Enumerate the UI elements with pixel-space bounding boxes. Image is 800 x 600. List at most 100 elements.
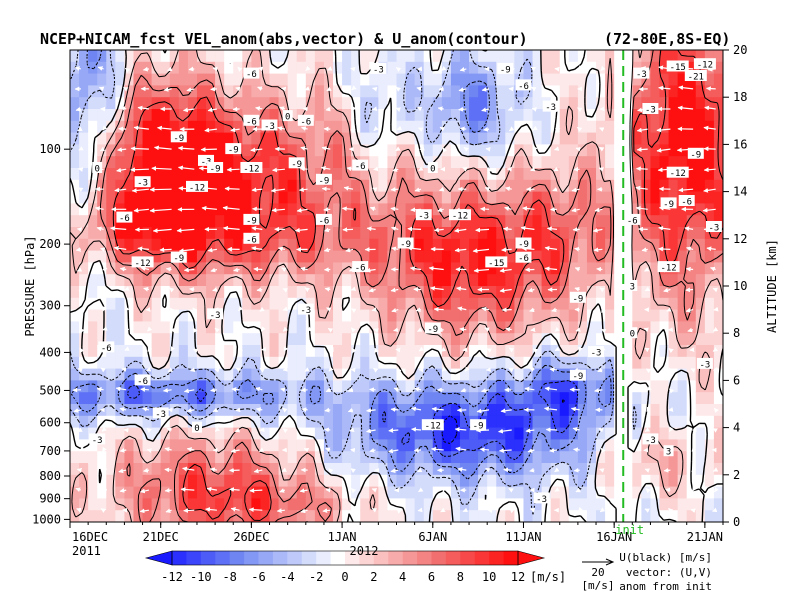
wind-vector [691, 486, 697, 492]
contour-label: -9 [427, 325, 438, 335]
heat-cell [605, 50, 615, 63]
heat-cell [124, 97, 135, 110]
heat-cell [215, 451, 225, 464]
heat-cell [70, 333, 80, 346]
heat-cell [333, 321, 343, 334]
heat-cell [532, 238, 543, 252]
wind-vector [177, 145, 195, 151]
heat-cell [378, 85, 389, 98]
heat-cell [142, 85, 153, 98]
heat-cell [586, 132, 597, 145]
heat-cell [505, 345, 515, 358]
heat-cell [478, 215, 488, 228]
colorbar-tick-label: 12 [511, 570, 525, 584]
heat-cell [559, 345, 570, 358]
heat-cell [387, 321, 398, 334]
heat-cell [342, 309, 352, 322]
heat-cell [124, 427, 135, 440]
heat-cell [115, 309, 126, 322]
heat-cell [650, 498, 661, 511]
wind-vector [300, 508, 308, 514]
heat-cell [532, 227, 543, 240]
heat-cell [287, 404, 298, 417]
heat-cell [614, 156, 624, 169]
heat-cell [142, 238, 153, 252]
heat-cell [505, 439, 515, 452]
wind-vector [459, 67, 467, 72]
heat-cell [133, 463, 144, 476]
heat-cell [387, 109, 398, 122]
heat-cell [469, 97, 479, 110]
heat-cell [623, 227, 633, 240]
wind-vector [74, 66, 82, 71]
heat-cell [586, 179, 597, 193]
contour-label: -9 [400, 240, 411, 250]
legend-notes: U(black) [m/s] vector: (U,V) anom from i… [619, 551, 712, 593]
heat-cell [423, 97, 434, 110]
wind-vector [73, 408, 82, 413]
heat-cell [677, 380, 688, 393]
heat-cell [70, 427, 80, 440]
heat-cell [278, 404, 289, 417]
heat-cell [396, 61, 407, 75]
wind-vector [351, 85, 357, 91]
heat-cell [160, 168, 171, 181]
contour-label-box [687, 147, 704, 159]
heat-cell [623, 85, 633, 98]
heat-cell [133, 227, 144, 240]
heat-cell [405, 392, 416, 405]
heat-cell [532, 427, 543, 440]
heat-cell [70, 309, 80, 322]
wind-vector [390, 287, 399, 293]
heat-cell [541, 227, 552, 240]
heat-cell [559, 215, 570, 228]
heat-cell [369, 203, 379, 216]
contour-label: 3 [666, 448, 671, 458]
wind-vector [118, 126, 127, 132]
heat-cell [586, 85, 597, 98]
wind-vector [690, 508, 696, 513]
heat-cell [713, 85, 723, 98]
heat-cell [532, 510, 543, 522]
heat-cell [632, 392, 642, 405]
heat-cell [206, 486, 216, 499]
heat-cell [196, 61, 207, 75]
heat-cell [596, 427, 606, 440]
heat-cell [106, 498, 116, 511]
heat-cell [378, 250, 389, 263]
heat-cell [242, 439, 252, 452]
heat-cell [79, 333, 89, 346]
heat-cell [124, 510, 135, 522]
wind-vector [390, 187, 399, 192]
heat-cell [369, 356, 379, 370]
heat-cell [369, 486, 379, 499]
wind-vector [277, 126, 286, 131]
heat-cell [695, 345, 706, 358]
heat-cell [323, 109, 334, 122]
heat-cell [450, 368, 461, 381]
heat-cell [623, 345, 633, 358]
heat-cell [70, 85, 80, 98]
wind-vector [644, 267, 650, 272]
heat-cell [133, 238, 144, 252]
wind-vector [551, 307, 558, 313]
heat-cell [106, 368, 116, 381]
wind-vector [351, 509, 358, 515]
heat-cell [242, 333, 252, 346]
heat-cell [333, 380, 343, 393]
heat-cell [378, 439, 389, 452]
heat-cell [242, 168, 252, 181]
heat-cell [160, 120, 171, 134]
heat-cell [450, 380, 461, 393]
heat-cell [178, 427, 189, 440]
heat-cell [151, 474, 162, 488]
wind-vector [507, 106, 514, 112]
heat-cell [577, 274, 588, 287]
heat-cell [704, 510, 715, 522]
heat-cell [695, 333, 706, 346]
contour-label-box [627, 327, 638, 339]
heat-cell [323, 144, 334, 157]
heat-cell [550, 262, 561, 275]
heat-cell [251, 510, 262, 522]
heat-cell [459, 451, 470, 464]
